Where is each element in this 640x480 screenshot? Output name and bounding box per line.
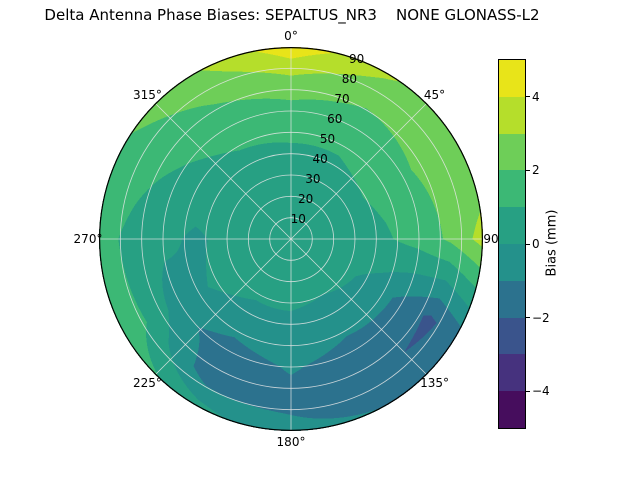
colorbar-band xyxy=(499,243,525,281)
colorbar-tick-mark xyxy=(526,317,530,319)
colorbar-tick-label: 4 xyxy=(532,89,540,104)
colorbar-tick-label: −4 xyxy=(532,384,550,399)
chart-title: Delta Antenna Phase Biases: SEPALTUS_NR3… xyxy=(44,6,540,24)
polar-contour-plot xyxy=(99,47,483,431)
colorbar-gradient xyxy=(499,60,525,428)
colorbar-axis-label: Bias (mm) xyxy=(544,209,560,277)
colorbar xyxy=(498,59,526,429)
colorbar-tick-label: −2 xyxy=(532,310,550,325)
colorbar-band xyxy=(499,207,525,244)
colorbar-tick-label: 0 xyxy=(532,237,540,251)
colorbar-band xyxy=(499,317,525,355)
colorbar-band xyxy=(499,280,525,318)
colorbar-tick-mark xyxy=(526,96,530,98)
colorbar-band xyxy=(499,170,525,208)
colorbar-tick-label: 2 xyxy=(532,163,540,178)
colorbar-band xyxy=(499,60,525,97)
angular-tick-label: 0° xyxy=(284,29,298,43)
colorbar-tick-mark xyxy=(526,169,530,171)
colorbar-tick-mark xyxy=(526,390,530,392)
colorbar-tick-mark xyxy=(526,243,530,245)
colorbar-band xyxy=(499,96,525,134)
colorbar-band xyxy=(499,133,525,171)
angular-tick-label: 180° xyxy=(276,435,306,449)
colorbar-band xyxy=(499,354,525,392)
colorbar-band xyxy=(499,391,525,428)
